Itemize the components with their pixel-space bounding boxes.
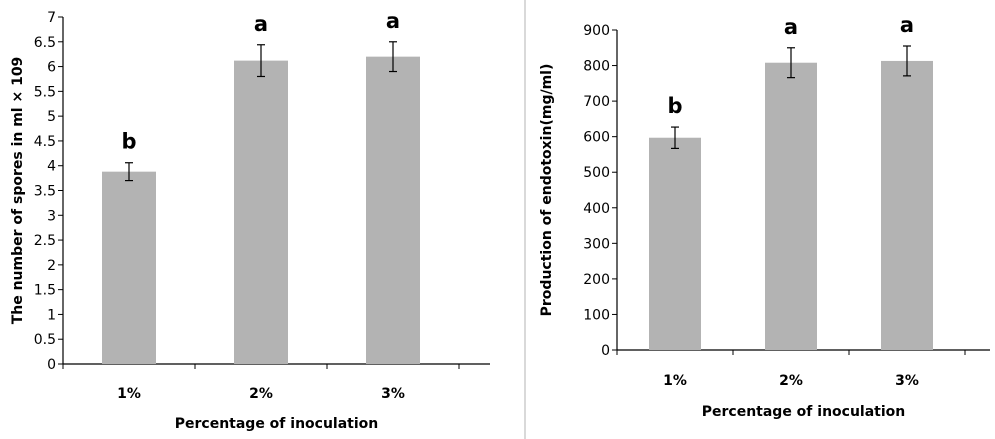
spores-bar-chart: 0 0.5 1 1.5 2 2.5 3 3.5 4 4.5 5 5.5 6 6.5 7 b 1% a 2% a 3%Pe… [10,9,490,432]
y-tick-label: 3 [47,208,56,224]
y-axis-title: Production of endotoxin(mg/ml) [539,64,555,317]
y-tick-label: 6.5 [34,35,56,51]
x-tick-label: 1% [117,386,141,402]
bar [102,171,156,364]
y-tick-label: 900 [583,23,610,39]
y-tick-label: 2.5 [34,233,56,249]
bar [234,60,288,364]
y-tick-label: 4 [47,159,56,175]
y-axis-title: The number of spores in ml × 109 [10,57,26,325]
bar [649,137,701,350]
significance-letter: a [254,12,268,36]
y-tick-label: 0 [47,357,56,373]
x-tick-label: 2% [779,373,803,389]
significance-letter: a [900,13,914,37]
x-tick-label: 1% [663,373,687,389]
y-tick-label: 6 [47,60,56,76]
bar [765,62,817,350]
y-tick-label: 400 [583,201,610,217]
significance-letter: b [121,130,136,154]
y-tick-label: 2 [47,258,56,274]
y-tick-label: 5.5 [34,84,56,100]
y-tick-label: 700 [583,94,610,110]
x-tick-label: 2% [249,386,273,402]
y-tick-label: 7 [47,10,56,26]
significance-letter: a [386,9,400,33]
y-tick-label: 4.5 [34,134,56,150]
y-tick-label: 1.5 [34,283,56,299]
x-tick-label: 3% [381,386,405,402]
chart-panel-endotoxin: 0 100 200 300 400 500 600 700 800 900 b 1% a 2% a 3% Per… [530,0,995,439]
y-tick-label: 600 [583,130,610,146]
x-axis-title: Percentage of inoculation [702,404,906,420]
y-tick-label: 5 [47,109,56,125]
significance-letter: b [667,94,682,118]
y-tick-label: 100 [583,307,610,323]
y-tick-label: 1 [47,307,56,323]
y-tick-label: 0.5 [34,332,56,348]
x-axis-title: Percentage of inoculation [175,416,379,432]
y-tick-label: 300 [583,236,610,252]
y-tick-label: 3.5 [34,184,56,200]
bar [366,56,420,365]
chart-panel-spores: 0 0.5 1 1.5 2 2.5 3 3.5 4 4.5 5 5.5 6 6.5 7 b 1% a 2% a 3% Pe… [10,9,490,432]
panel-divider [524,0,526,439]
y-tick-label: 500 [583,165,610,181]
significance-letter: a [784,15,798,39]
bar [881,60,933,350]
endotoxin-bar-chart: 0 100 200 300 400 500 600 700 800 900 b 1% a 2% a 3% Per… [539,13,990,420]
y-tick-label: 0 [601,343,610,359]
x-tick-label: 3% [895,373,919,389]
y-tick-label: 800 [583,59,610,75]
y-tick-label: 200 [583,272,610,288]
